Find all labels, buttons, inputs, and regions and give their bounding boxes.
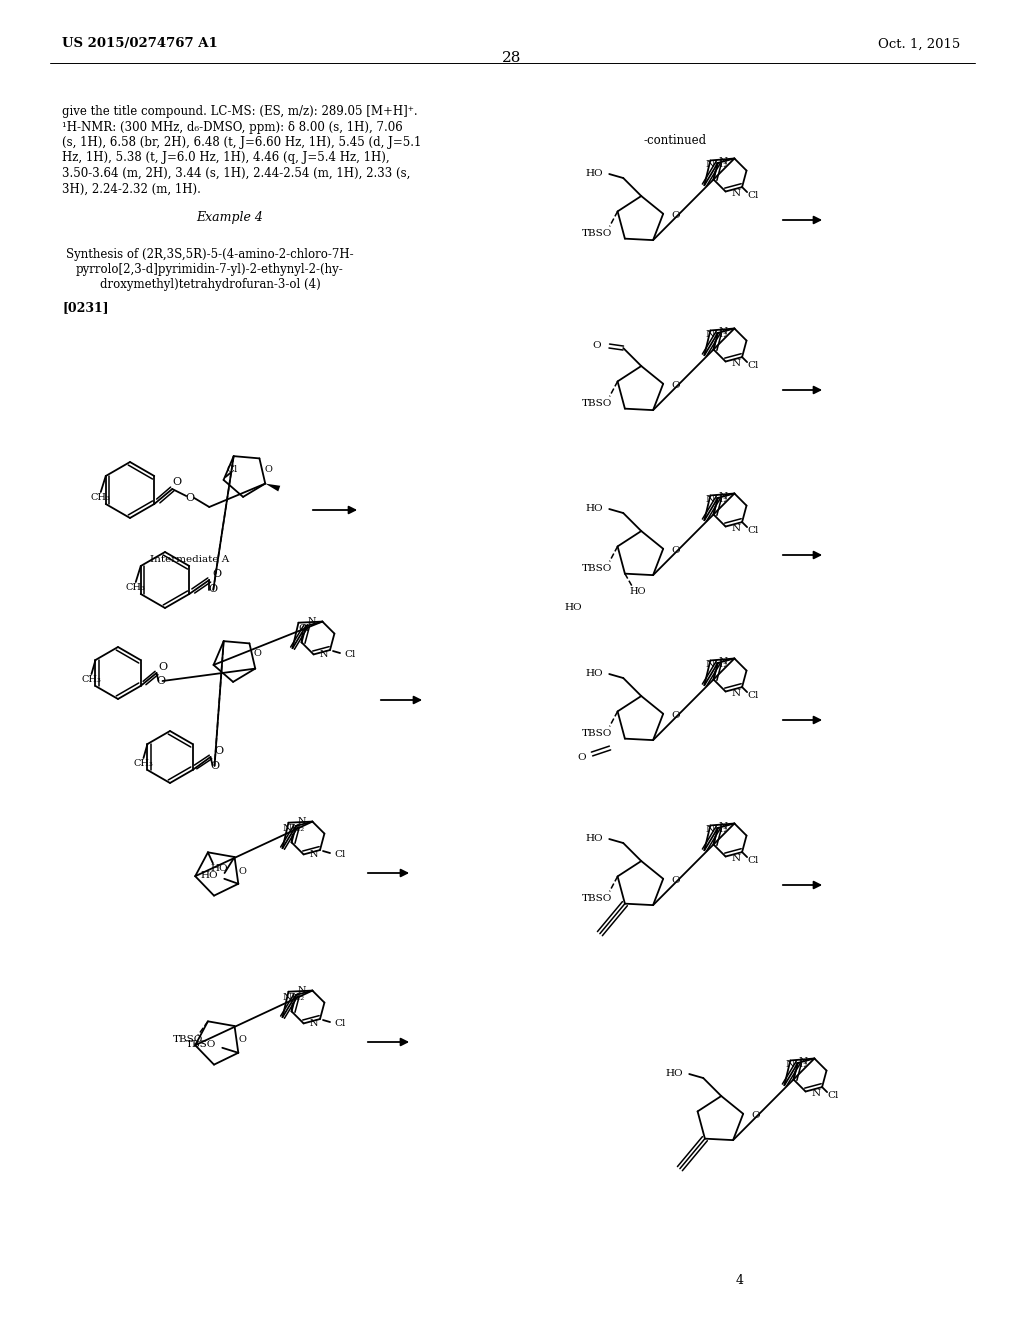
Text: Cl: Cl [334,1019,345,1027]
Text: O: O [173,477,182,487]
Text: HO: HO [564,602,582,611]
Text: O: O [209,583,218,594]
Text: N: N [308,616,316,626]
Text: N: N [718,822,727,832]
Text: N: N [718,157,727,166]
Text: NH₂: NH₂ [283,993,305,1002]
Text: O: O [185,492,195,503]
Text: Cl: Cl [748,525,759,535]
Text: N: N [298,986,306,995]
Text: Cl: Cl [748,360,759,370]
Text: Cl: Cl [334,850,345,858]
Text: [0231]: [0231] [62,301,109,314]
Text: O: O [156,676,165,686]
Text: N: N [731,524,740,533]
Text: CH₃: CH₃ [91,494,111,503]
Text: N: N [731,689,740,698]
Text: O: O [238,1035,246,1044]
Text: O: O [578,754,587,763]
Text: N: N [309,850,318,859]
Text: (s, 1H), 6.58 (br, 2H), 6.48 (t, J=6.60 Hz, 1H), 5.45 (d, J=5.1: (s, 1H), 6.58 (br, 2H), 6.48 (t, J=6.60 … [62,136,421,149]
Text: TBSO: TBSO [583,894,612,903]
Text: droxymethyl)tetrahydrofuran-3-ol (4): droxymethyl)tetrahydrofuran-3-ol (4) [99,279,321,290]
Text: Cl: Cl [827,1090,839,1100]
Text: HO: HO [586,169,603,177]
Text: HO: HO [666,1068,683,1077]
Polygon shape [265,483,281,491]
Text: N: N [731,854,740,863]
Text: 3.50-3.64 (m, 2H), 3.44 (s, 1H), 2.44-2.54 (m, 1H), 2.33 (s,: 3.50-3.64 (m, 2H), 3.44 (s, 1H), 2.44-2.… [62,168,411,180]
Text: NH₂: NH₂ [785,1060,808,1069]
Text: 4: 4 [736,1274,744,1287]
Text: Example 4: Example 4 [197,211,263,224]
Text: HO: HO [586,503,603,512]
Text: ¹H-NMR: (300 MHz, d₆-DMSO, ppm): δ 8.00 (s, 1H), 7.06: ¹H-NMR: (300 MHz, d₆-DMSO, ppm): δ 8.00 … [62,120,402,133]
Text: NH₂: NH₂ [706,660,728,669]
Text: HO: HO [586,668,603,677]
Text: CH₃: CH₃ [126,583,145,593]
Text: HO: HO [211,863,228,873]
Text: Hz, 1H), 5.38 (t, J=6.0 Hz, 1H), 4.46 (q, J=5.4 Hz, 1H),: Hz, 1H), 5.38 (t, J=6.0 Hz, 1H), 4.46 (q… [62,152,389,165]
Text: O: O [158,663,167,672]
Text: O: O [671,381,680,391]
Text: NH₂: NH₂ [706,495,728,504]
Text: 3H), 2.24-2.32 (m, 1H).: 3H), 2.24-2.32 (m, 1H). [62,182,201,195]
Text: TBSO: TBSO [583,399,612,408]
Text: N: N [799,1057,808,1067]
Text: US 2015/0274767 A1: US 2015/0274767 A1 [62,37,218,50]
Text: Cl: Cl [226,466,238,474]
Text: TBSO: TBSO [186,1040,216,1049]
Text: -continued: -continued [644,133,708,147]
Text: N: N [309,1019,318,1028]
Text: N: N [319,649,328,659]
Text: TBSO: TBSO [172,1035,203,1044]
Text: O: O [671,711,680,721]
Text: Cl: Cl [298,624,309,632]
Text: N: N [718,327,727,337]
Text: O: O [752,1111,760,1121]
Text: HO: HO [630,587,646,597]
Text: Cl: Cl [344,649,355,659]
Text: O: O [671,876,680,886]
Text: Intermediate A: Intermediate A [151,556,229,565]
Text: Synthesis of (2R,3S,5R)-5-(4-amino-2-chloro-7H-: Synthesis of (2R,3S,5R)-5-(4-amino-2-chl… [67,248,354,261]
Text: NH₂: NH₂ [706,160,728,169]
Text: O: O [253,649,261,659]
Text: TBSO: TBSO [583,228,612,238]
Text: CH₃: CH₃ [82,676,101,685]
Text: N: N [812,1089,820,1098]
Text: give the title compound. LC-MS: (ES, m/z): 289.05 [M+H]⁺.: give the title compound. LC-MS: (ES, m/z… [62,106,418,117]
Text: NH₂: NH₂ [283,824,305,833]
Text: O: O [238,866,246,875]
Text: Oct. 1, 2015: Oct. 1, 2015 [878,37,961,50]
Text: N: N [298,817,306,826]
Text: N: N [731,359,740,368]
Text: N: N [718,657,727,667]
Text: Cl: Cl [748,855,759,865]
Text: HO: HO [201,871,218,880]
Text: TBSO: TBSO [583,729,612,738]
Text: Cl: Cl [748,190,759,199]
Text: O: O [593,341,601,350]
Text: NH₂: NH₂ [706,825,728,834]
Text: Cl: Cl [748,690,759,700]
Text: O: O [213,569,222,579]
Text: N: N [731,189,740,198]
Text: HO: HO [586,833,603,842]
Text: CH₃: CH₃ [133,759,154,768]
Text: O: O [671,211,680,220]
Text: NH₂: NH₂ [706,330,728,339]
Text: TBSO: TBSO [583,564,612,573]
Text: N: N [718,492,727,502]
Text: O: O [671,546,680,556]
Text: pyrrolo[2,3-d]pyrimidin-7-yl)-2-ethynyl-2-(hy-: pyrrolo[2,3-d]pyrimidin-7-yl)-2-ethynyl-… [76,263,344,276]
Text: O: O [214,746,223,756]
Text: 28: 28 [503,51,521,65]
Text: O: O [210,762,219,771]
Text: O: O [264,466,272,474]
